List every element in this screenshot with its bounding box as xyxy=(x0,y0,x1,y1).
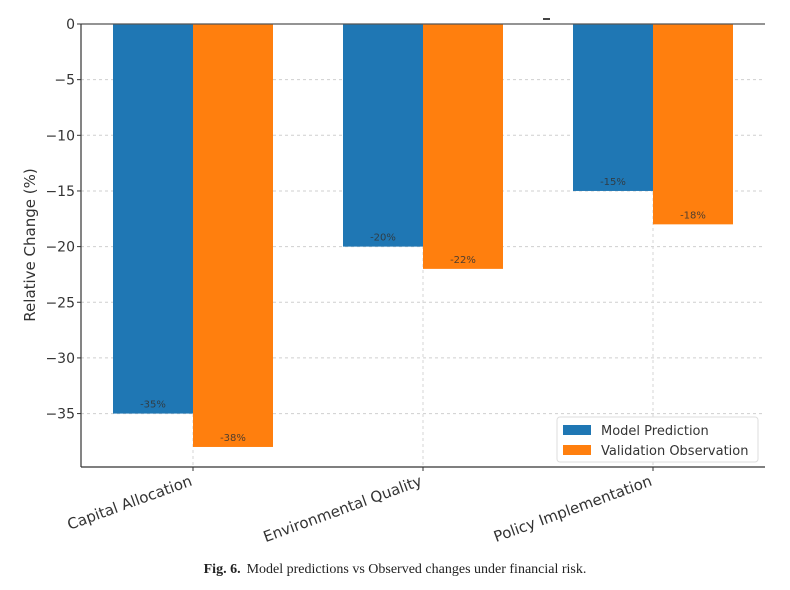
bar-value-label: -38% xyxy=(220,433,246,444)
bar-model-prediction xyxy=(113,24,193,414)
bars-layer xyxy=(113,24,733,447)
legend: Model Prediction Validation Observation xyxy=(556,416,759,463)
figure-caption: Fig. 6. Model predictions vs Observed cha… xyxy=(0,562,790,578)
y-tick-label: 0 xyxy=(66,17,75,33)
y-tick-label: −5 xyxy=(54,73,75,89)
bar-validation-observation xyxy=(193,24,273,447)
y-tick-label: −25 xyxy=(45,295,75,311)
x-tick-label: Policy Implementation xyxy=(491,472,654,546)
bar-value-label: -15% xyxy=(600,177,626,188)
legend-swatch xyxy=(563,425,591,435)
figure-caption-text: Model predictions vs Observed changes un… xyxy=(246,562,587,577)
legend-box xyxy=(556,416,759,463)
bar-value-label: -22% xyxy=(450,255,476,266)
y-axis-label: Relative Change (%) xyxy=(21,168,39,321)
cropped-title-fragment xyxy=(543,18,550,20)
bar-validation-observation xyxy=(423,24,503,269)
y-tick-label: −35 xyxy=(45,407,75,423)
bar-validation-observation xyxy=(653,24,733,225)
y-tick-label: −10 xyxy=(45,128,75,144)
bar-value-label: -18% xyxy=(680,210,706,221)
bar-model-prediction xyxy=(343,24,423,247)
bar-value-label: -20% xyxy=(370,233,396,244)
y-tick-label: −20 xyxy=(45,240,75,256)
legend-swatch xyxy=(563,445,591,455)
bar-labels-layer: -35% -20% -15% -38% -22% -18% xyxy=(140,177,706,444)
y-tick-label: −30 xyxy=(45,351,75,367)
legend-label: Validation Observation xyxy=(601,444,749,459)
legend-label: Model Prediction xyxy=(601,424,709,439)
x-tick-label: Environmental Quality xyxy=(261,472,425,546)
bar-chart: -35% -20% -15% -38% -22% -18% 0 −5 −10 −15 −20 −25… xyxy=(21,17,765,546)
bar-model-prediction xyxy=(573,24,653,191)
y-tick-label: −15 xyxy=(45,184,75,200)
bar-value-label: -35% xyxy=(140,400,166,411)
figure-caption-label: Fig. 6. xyxy=(203,562,241,577)
x-tick-label: Capital Allocation xyxy=(65,472,195,534)
